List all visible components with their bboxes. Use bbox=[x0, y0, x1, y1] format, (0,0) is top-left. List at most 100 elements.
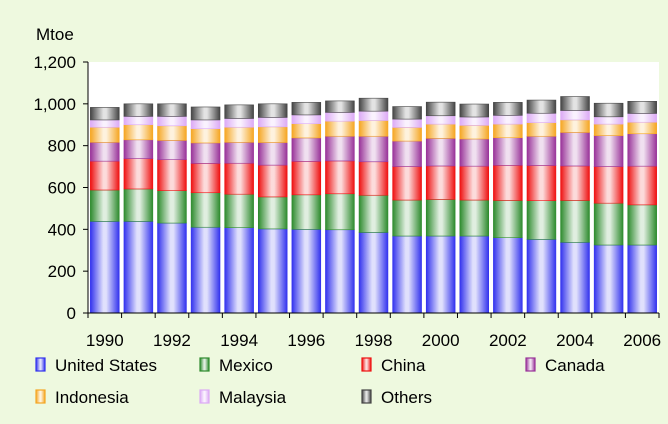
bar-others-1997 bbox=[325, 100, 355, 113]
legend-swatch-mexico bbox=[199, 357, 210, 372]
bar-indonesia-1999 bbox=[392, 127, 422, 142]
bar-canada-1992 bbox=[157, 140, 187, 160]
bar-mexico-2004 bbox=[560, 200, 590, 243]
bar-china-2004 bbox=[560, 165, 590, 201]
bar-mexico-1993 bbox=[190, 192, 221, 228]
legend-label-malaysia: Malaysia bbox=[219, 388, 287, 407]
bar-others-2003 bbox=[526, 99, 557, 114]
bar-indonesia-1995 bbox=[257, 126, 288, 143]
bar-malaysia-1990 bbox=[90, 119, 120, 128]
bar-malaysia-2003 bbox=[526, 112, 557, 123]
x-axis-ticks: 1990 1992 1994 1996 1998 2000 2002 2004 2006 bbox=[86, 313, 661, 350]
bar-mexico-2001 bbox=[459, 199, 490, 237]
x-tick-label: 1992 bbox=[153, 331, 191, 350]
bar-others-2001 bbox=[459, 103, 490, 118]
bar-others-2000 bbox=[425, 101, 456, 117]
bar-indonesia-1997 bbox=[325, 120, 355, 137]
bar-canada-1991 bbox=[123, 139, 154, 159]
bar-china-2000 bbox=[425, 165, 456, 200]
bar-china-1993 bbox=[190, 163, 221, 194]
bar-china-2002 bbox=[493, 165, 523, 201]
bar-others-1992 bbox=[157, 103, 187, 117]
bar-canada-2002 bbox=[493, 137, 523, 166]
bar-united-states-1994 bbox=[224, 227, 254, 314]
bar-mexico-1997 bbox=[325, 193, 355, 231]
bar-others-1991 bbox=[123, 103, 154, 117]
bar-china-1996 bbox=[291, 161, 322, 196]
legend-label-mexico: Mexico bbox=[219, 356, 273, 375]
legend: United States Mexico China Canada Indonesia M… bbox=[35, 356, 605, 407]
bar-mexico-2000 bbox=[425, 199, 456, 237]
bar-malaysia-1995 bbox=[257, 117, 288, 128]
bar-malaysia-2001 bbox=[459, 116, 490, 126]
bar-indonesia-1996 bbox=[291, 123, 322, 139]
bar-others-1995 bbox=[257, 103, 288, 118]
bar-china-1997 bbox=[325, 160, 355, 195]
bar-mexico-2003 bbox=[526, 200, 557, 240]
bar-malaysia-2006 bbox=[627, 113, 657, 123]
bar-mexico-1995 bbox=[257, 196, 288, 230]
bar-mexico-1999 bbox=[392, 199, 422, 237]
bar-united-states-1999 bbox=[392, 235, 422, 314]
bar-united-states-2003 bbox=[526, 239, 557, 314]
bar-china-1994 bbox=[224, 162, 254, 195]
bar-others-1994 bbox=[224, 104, 254, 119]
bar-united-states-2002 bbox=[493, 237, 523, 314]
bar-malaysia-1999 bbox=[392, 118, 422, 128]
bar-canada-1999 bbox=[392, 140, 422, 167]
y-axis-label: Mtoe bbox=[36, 25, 74, 44]
bar-canada-2000 bbox=[425, 138, 456, 167]
bar-malaysia-2000 bbox=[425, 115, 456, 125]
bars-group bbox=[90, 96, 657, 314]
bar-indonesia-1993 bbox=[190, 128, 221, 144]
y-axis-ticks: 0 200 400 600 800 1,000 1,200 bbox=[33, 53, 88, 323]
bar-others-1996 bbox=[291, 102, 322, 116]
bar-china-1999 bbox=[392, 166, 422, 201]
bar-canada-2003 bbox=[526, 135, 557, 166]
legend-label-canada: Canada bbox=[545, 356, 605, 375]
bar-china-2006 bbox=[627, 165, 657, 206]
y-tick-label: 1,200 bbox=[33, 53, 76, 72]
bar-mexico-2002 bbox=[493, 200, 523, 239]
bar-others-1990 bbox=[90, 107, 120, 121]
bar-canada-2005 bbox=[593, 135, 624, 167]
bar-china-1991 bbox=[123, 158, 154, 190]
bar-malaysia-1993 bbox=[190, 119, 221, 130]
bar-united-states-2000 bbox=[425, 235, 456, 314]
legend-swatch-malaysia bbox=[199, 389, 210, 404]
bar-mexico-1990 bbox=[90, 189, 120, 222]
bar-mexico-1996 bbox=[291, 194, 322, 230]
bar-china-1990 bbox=[90, 160, 120, 191]
legend-label-china: China bbox=[381, 356, 426, 375]
bar-indonesia-2004 bbox=[560, 119, 590, 133]
bar-united-states-1993 bbox=[190, 226, 221, 314]
bar-indonesia-1994 bbox=[224, 126, 254, 143]
bar-others-1999 bbox=[392, 106, 422, 120]
y-tick-label: 1,000 bbox=[33, 95, 76, 114]
bar-mexico-2006 bbox=[627, 204, 657, 246]
bar-united-states-2001 bbox=[459, 235, 490, 314]
bar-china-2003 bbox=[526, 165, 557, 201]
bar-others-2006 bbox=[627, 101, 657, 114]
bar-mexico-1992 bbox=[157, 190, 187, 224]
bar-others-1998 bbox=[358, 97, 389, 112]
bar-canada-1995 bbox=[257, 142, 288, 166]
bar-malaysia-1997 bbox=[325, 112, 355, 122]
bar-indonesia-1991 bbox=[123, 124, 154, 141]
bar-mexico-1994 bbox=[224, 193, 254, 228]
bar-indonesia-2003 bbox=[526, 122, 557, 137]
bar-mexico-1991 bbox=[123, 188, 154, 222]
bar-indonesia-2002 bbox=[493, 123, 523, 139]
bar-malaysia-1998 bbox=[358, 110, 389, 121]
bar-canada-1994 bbox=[224, 142, 254, 164]
bar-united-states-1997 bbox=[325, 229, 355, 314]
bar-indonesia-2001 bbox=[459, 125, 490, 140]
bar-malaysia-1996 bbox=[291, 114, 322, 125]
x-tick-label: 2000 bbox=[422, 331, 460, 350]
bar-united-states-1992 bbox=[157, 222, 187, 314]
bar-others-2002 bbox=[493, 102, 523, 116]
legend-swatch-canada bbox=[525, 357, 536, 372]
bar-united-states-2004 bbox=[560, 242, 590, 314]
